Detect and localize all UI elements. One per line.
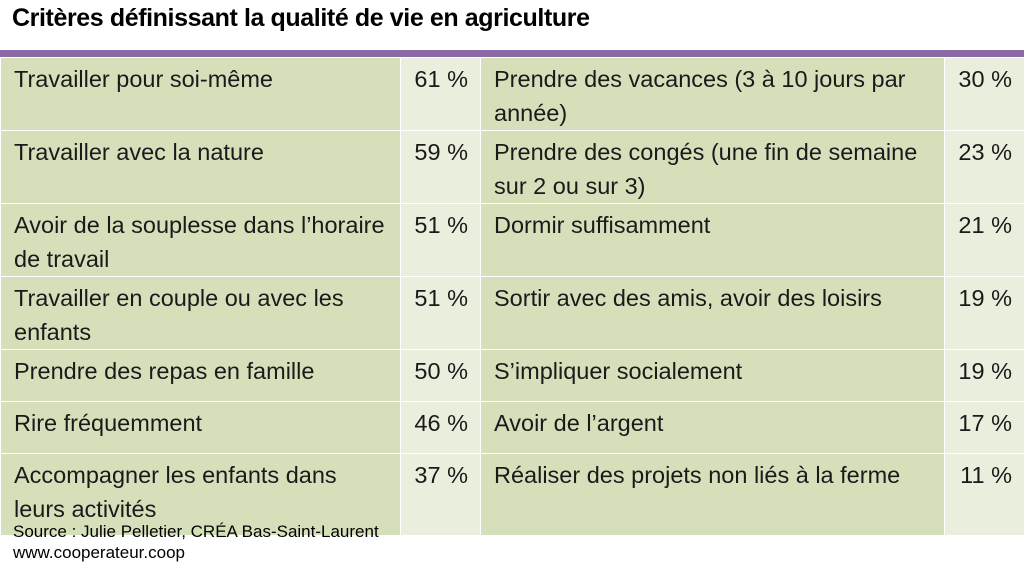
criterion-percent: 30 % — [944, 57, 1024, 131]
criterion-percent: 51 % — [400, 276, 481, 350]
criterion-label: Avoir de la souplesse dans l’horaire de … — [0, 203, 401, 277]
source-credit: Source : Julie Pelletier, CRÉA Bas-Saint… — [13, 521, 379, 563]
accent-divider — [0, 50, 1024, 57]
criterion-label: Sortir avec des amis, avoir des loisirs — [480, 276, 945, 350]
criterion-percent: 37 % — [400, 453, 481, 536]
website-text: www.cooperateur.coop — [13, 543, 185, 562]
criteria-table: Travailler pour soi-même 61 % Prendre de… — [0, 57, 1024, 536]
criterion-label: Accompagner les enfants dans leurs activ… — [0, 453, 401, 536]
criterion-label: Travailler pour soi-même — [0, 57, 401, 131]
criterion-percent: 50 % — [400, 349, 481, 402]
criterion-percent: 11 % — [944, 453, 1024, 536]
criterion-label: Prendre des congés (une fin de semaine s… — [480, 130, 945, 204]
table-row: Travailler pour soi-même 61 % Prendre de… — [0, 57, 1024, 131]
criterion-percent: 46 % — [400, 401, 481, 454]
criterion-label: Travailler avec la nature — [0, 130, 401, 204]
table-row: Avoir de la souplesse dans l’horaire de … — [0, 203, 1024, 277]
criterion-percent: 23 % — [944, 130, 1024, 204]
page-title: Critères définissant la qualité de vie e… — [12, 4, 590, 32]
table-row: Accompagner les enfants dans leurs activ… — [0, 453, 1024, 536]
criterion-percent: 61 % — [400, 57, 481, 131]
criterion-label: Avoir de l’argent — [480, 401, 945, 454]
criterion-label: Rire fréquemment — [0, 401, 401, 454]
criterion-label: Réaliser des projets non liés à la ferme — [480, 453, 945, 536]
criterion-percent: 19 % — [944, 276, 1024, 350]
criterion-percent: 21 % — [944, 203, 1024, 277]
criterion-label: Prendre des repas en famille — [0, 349, 401, 402]
source-text: Source : Julie Pelletier, CRÉA Bas-Saint… — [13, 522, 379, 541]
table-row: Travailler en couple ou avec les enfants… — [0, 276, 1024, 350]
criterion-label: Travailler en couple ou avec les enfants — [0, 276, 401, 350]
table-row: Travailler avec la nature 59 % Prendre d… — [0, 130, 1024, 204]
criterion-percent: 17 % — [944, 401, 1024, 454]
table-row: Prendre des repas en famille 50 % S’impl… — [0, 349, 1024, 402]
criterion-percent: 19 % — [944, 349, 1024, 402]
criterion-percent: 51 % — [400, 203, 481, 277]
criterion-label: Prendre des vacances (3 à 10 jours par a… — [480, 57, 945, 131]
table-row: Rire fréquemment 46 % Avoir de l’argent … — [0, 401, 1024, 454]
criterion-percent: 59 % — [400, 130, 481, 204]
criterion-label: S’impliquer socialement — [480, 349, 945, 402]
criterion-label: Dormir suffisamment — [480, 203, 945, 277]
